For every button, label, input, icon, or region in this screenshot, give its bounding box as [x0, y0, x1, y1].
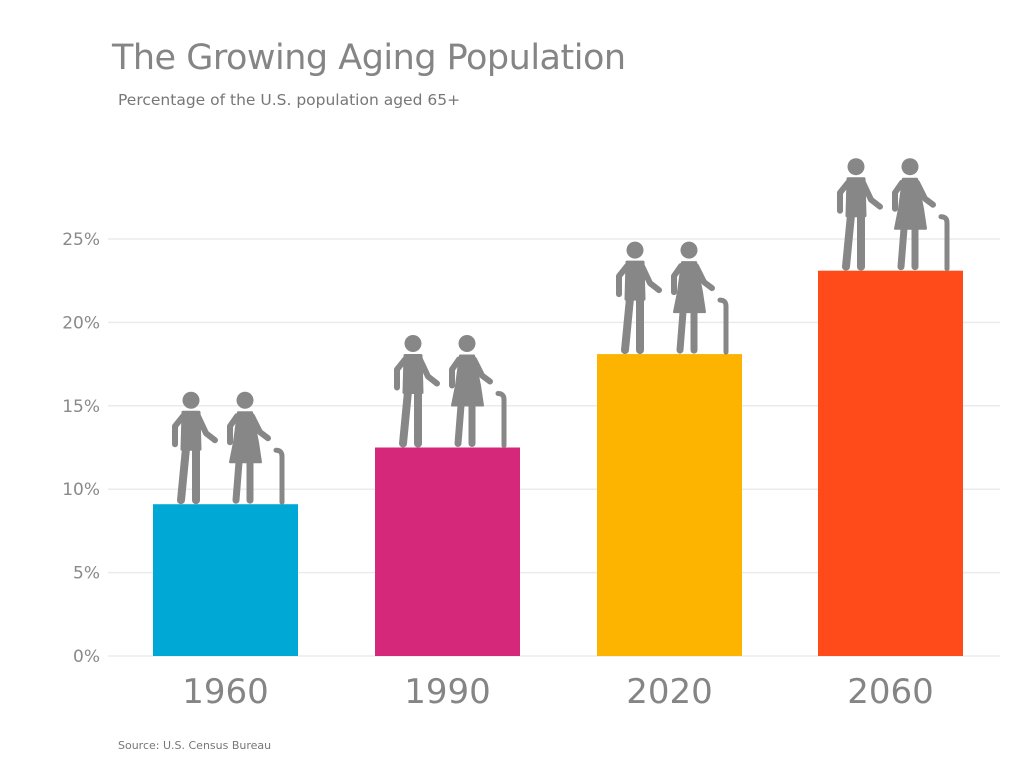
y-tick-label: 20% — [62, 313, 100, 333]
chart-subtitle: Percentage of the U.S. population aged 6… — [118, 91, 461, 109]
bar-2060 — [818, 270, 963, 656]
y-tick-label: 0% — [73, 647, 100, 667]
bar-2020 — [597, 354, 742, 656]
chart-title: The Growing Aging Population — [112, 38, 626, 78]
source-note: Source: U.S. Census Bureau — [118, 739, 272, 752]
elderly-couple-icon — [394, 335, 507, 448]
x-tick-label: 2020 — [626, 672, 713, 712]
x-tick-label: 2060 — [847, 672, 934, 712]
x-tick-label: 1960 — [182, 672, 269, 712]
y-tick-label: 5% — [73, 564, 100, 584]
y-tick-label: 10% — [62, 480, 100, 500]
elderly-couple-icon — [172, 391, 285, 505]
y-tick-label: 15% — [62, 397, 100, 417]
y-tick-label: 25% — [62, 230, 100, 250]
x-tick-label: 1990 — [404, 672, 491, 712]
bar-1960 — [153, 504, 298, 656]
elderly-couple-icon — [616, 241, 729, 355]
elderly-couple-icon — [837, 158, 950, 272]
bar-1990 — [375, 447, 520, 656]
